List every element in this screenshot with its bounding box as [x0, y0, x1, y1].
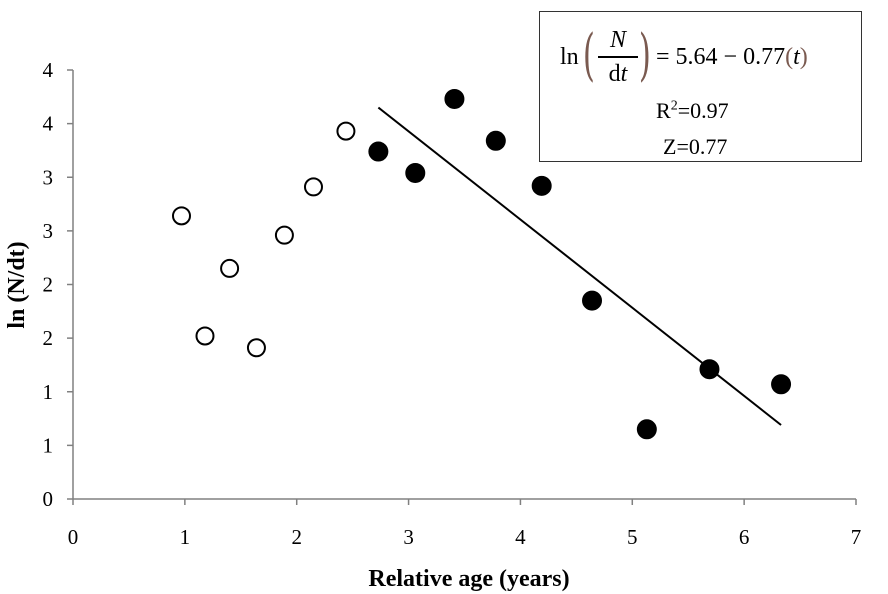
r-squared-label: R2=0.97	[656, 98, 729, 123]
y-tick-label: 4	[43, 112, 54, 136]
x-tick-label: 3	[403, 525, 414, 549]
x-tick-group: 0 1 2 3 4 5 6 7	[68, 499, 862, 549]
y-tick-label: 3	[43, 165, 54, 189]
fraction-numerator: N	[609, 27, 626, 53]
y-tick-label: 0	[43, 487, 54, 511]
y-tick-label: 2	[43, 273, 54, 297]
left-paren: (	[582, 23, 595, 88]
y-tick-group: 0 1 1 2 2 3 3 4 4	[43, 58, 73, 511]
filled-data-point	[444, 88, 465, 109]
right-paren: )	[638, 23, 651, 88]
y-tick-label: 3	[43, 219, 54, 243]
x-axis-title: Relative age (years)	[368, 566, 569, 592]
y-tick-label: 4	[43, 58, 54, 82]
open-data-point	[274, 225, 294, 245]
x-tick-label: 5	[627, 525, 638, 549]
open-data-point	[172, 206, 192, 226]
open-data-point	[303, 177, 323, 197]
x-tick-label: 4	[515, 525, 526, 549]
filled-data-point	[582, 290, 603, 311]
x-tick-label: 7	[851, 525, 862, 549]
fraction-bar	[598, 56, 638, 58]
equation-rhs: = 5.64 − 0.77(t)	[656, 44, 808, 70]
x-tick-label: 1	[180, 525, 191, 549]
y-tick-label: 1	[43, 380, 54, 404]
equation-fraction: N dt	[598, 26, 638, 88]
filled-data-point	[771, 374, 792, 395]
fraction-denominator: dt	[608, 60, 628, 87]
open-data-point	[220, 258, 240, 278]
y-tick-label: 1	[43, 433, 54, 457]
regression-equation-box: ln ( N dt ) = 5.64 − 0.77(t) R2=0.97 Z=0…	[539, 11, 862, 162]
open-data-point	[195, 326, 215, 346]
y-axis-title: ln (N/dt)	[4, 241, 30, 328]
x-tick-label: 0	[68, 525, 79, 549]
y-tick-label: 2	[43, 326, 54, 350]
regression-equation: ln ( N dt ) = 5.64 − 0.77(t)	[540, 26, 861, 88]
z-label: Z=0.77	[663, 134, 728, 159]
equation-ln: ln	[560, 44, 579, 70]
filled-data-point	[531, 175, 552, 196]
filled-data-point	[636, 419, 657, 440]
x-tick-label: 6	[739, 525, 750, 549]
filled-data-point	[699, 359, 720, 380]
points-group	[172, 88, 792, 440]
open-data-point	[336, 121, 356, 141]
filled-data-point	[368, 141, 389, 162]
open-data-point	[246, 338, 266, 358]
x-tick-label: 2	[291, 525, 302, 549]
filled-data-point	[485, 130, 506, 151]
filled-data-point	[405, 162, 426, 183]
